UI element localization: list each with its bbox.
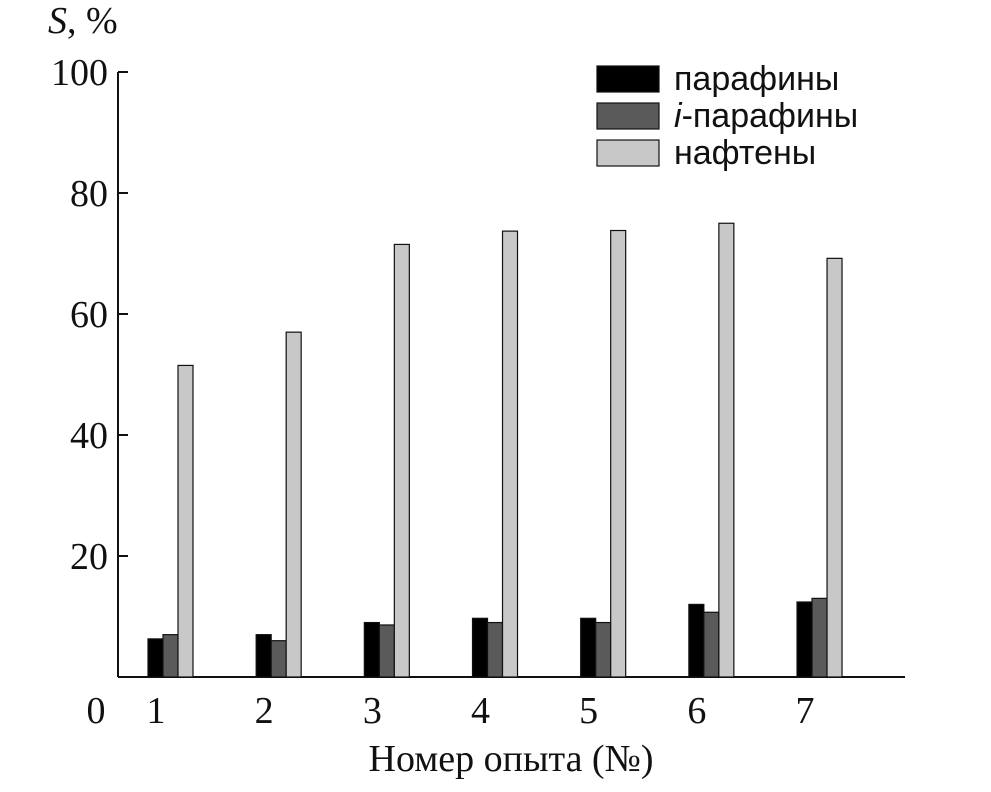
x-ticks: 1 2 3 4 5 6 7 <box>147 690 815 732</box>
bar-1-1 <box>147 638 164 678</box>
x-axis-title: Номер опыта (№) <box>369 738 654 780</box>
x-tick-label: 2 <box>255 690 274 732</box>
y-tick-label: 40 <box>70 415 108 457</box>
legend-label-text: -парафины <box>682 97 859 135</box>
bar-3-5 <box>610 229 627 678</box>
legend-label: парафины <box>674 60 839 98</box>
bars <box>147 222 843 678</box>
y-axis-title-unit: , % <box>67 0 118 42</box>
legend-swatch <box>596 102 660 130</box>
origin-label: 0 <box>87 690 106 732</box>
legend-label-prefix: i <box>674 97 683 135</box>
y-tick-label: 20 <box>70 536 108 578</box>
legend-swatch <box>596 139 660 167</box>
bar-1-2 <box>255 634 272 678</box>
bar-2-1 <box>162 634 179 678</box>
bar-3-2 <box>285 331 302 678</box>
legend-label: нафтены <box>674 134 816 172</box>
bar-3-1 <box>177 364 194 678</box>
bar-1-4 <box>471 617 489 678</box>
bar-3-7 <box>826 257 843 678</box>
bar-1-7 <box>796 601 813 678</box>
legend-label-text: нафтены <box>674 134 816 172</box>
x-tick-label: 6 <box>687 690 706 732</box>
legend-label: i-парафины <box>674 97 858 135</box>
legend-swatch <box>596 65 660 93</box>
x-tick-label: 5 <box>579 690 598 732</box>
legend-label-text: парафины <box>674 60 839 98</box>
bar-2-5 <box>595 621 612 678</box>
x-tick-label: 1 <box>147 690 166 732</box>
bar-1-5 <box>580 617 597 678</box>
bar-2-3 <box>378 624 395 678</box>
y-ticks: 20 40 60 80 100 <box>51 52 128 578</box>
y-tick-label: 80 <box>70 173 108 215</box>
y-axis-title-symbol: S <box>48 0 67 42</box>
bar-3-6 <box>718 222 735 678</box>
x-tick-label: 3 <box>363 690 382 732</box>
bar-3-3 <box>393 243 410 678</box>
bar-3-4 <box>501 230 519 678</box>
bar-1-3 <box>363 621 380 678</box>
x-tick-label: 7 <box>796 690 815 732</box>
bar-2-2 <box>270 640 287 678</box>
bar-1-6 <box>688 603 705 678</box>
bar-2-6 <box>703 611 720 678</box>
y-axis-title: S, % <box>48 0 118 42</box>
y-tick-label: 100 <box>51 52 108 94</box>
bar-2-4 <box>486 621 504 678</box>
bar-2-7 <box>811 597 828 678</box>
x-tick-label: 4 <box>471 690 490 732</box>
y-tick-label: 60 <box>70 294 108 336</box>
